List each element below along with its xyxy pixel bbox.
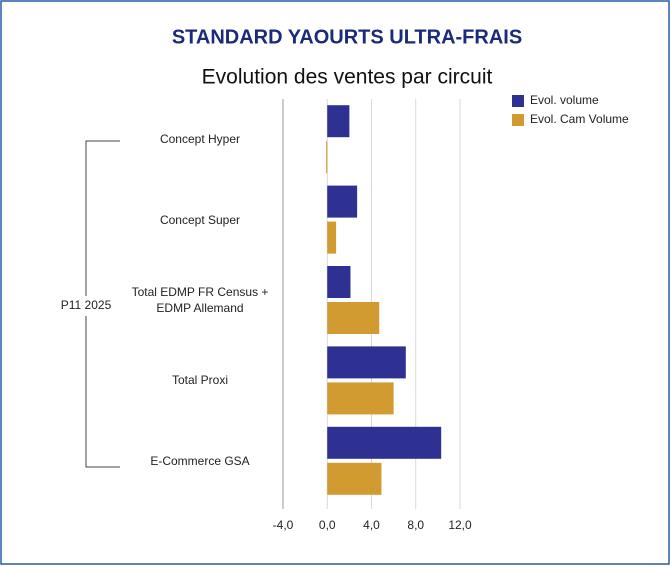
x-tick-label: -4,0 bbox=[273, 518, 294, 532]
legend-swatch bbox=[512, 95, 524, 107]
y-tick-label: Total EDMP FR Census + EDMP Allemand bbox=[131, 285, 269, 315]
y-tick-label: Concept Super bbox=[159, 212, 241, 227]
legend-swatch bbox=[512, 114, 524, 126]
bar bbox=[327, 221, 337, 254]
bar bbox=[327, 105, 350, 138]
chart-title: STANDARD YAOURTS ULTRA-FRAIS bbox=[172, 26, 522, 48]
x-tick-label: 0,0 bbox=[319, 518, 336, 532]
bar bbox=[327, 185, 358, 218]
bar bbox=[327, 266, 351, 298]
x-tick-label: 4,0 bbox=[363, 518, 380, 532]
bar bbox=[327, 302, 380, 334]
group-label: P11 2025 bbox=[61, 298, 112, 312]
y-tick-label: Total Proxi bbox=[171, 373, 229, 388]
group-label-bg bbox=[50, 296, 120, 316]
bar bbox=[327, 462, 382, 495]
y-tick-label: E-Commerce GSA bbox=[150, 453, 250, 468]
chart-subtitle: Evolution des ventes par circuit bbox=[202, 66, 493, 89]
y-tick-label: Concept Hyper bbox=[159, 132, 241, 147]
legend-label: Evol. volume bbox=[530, 93, 599, 107]
x-tick-label: 8,0 bbox=[407, 518, 424, 532]
bar bbox=[327, 346, 406, 379]
legend-label: Evol. Cam Volume bbox=[530, 112, 629, 126]
bar bbox=[327, 426, 442, 459]
bar bbox=[327, 382, 394, 415]
bar bbox=[326, 141, 328, 174]
x-tick-label: 12,0 bbox=[448, 518, 472, 532]
